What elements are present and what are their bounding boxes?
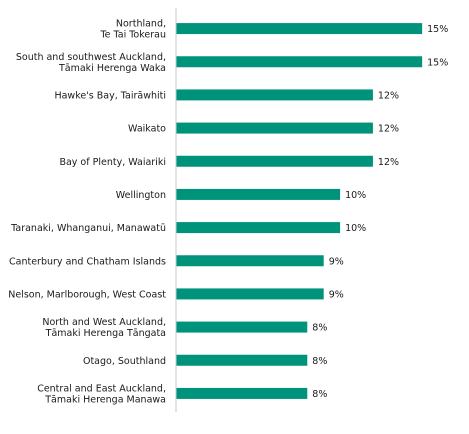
- category-label: Hawke's Bay, Tairāwhiti: [54, 90, 166, 101]
- category-label: Canterbury and Chatham Islands: [9, 256, 166, 267]
- category-label: Wellington: [116, 190, 166, 201]
- data-label: 15%: [427, 57, 448, 68]
- data-label: 8%: [312, 389, 327, 400]
- category-label: Waikato: [128, 124, 166, 135]
- category-label: Central and East Auckland,: [37, 383, 166, 394]
- bar: [176, 23, 423, 35]
- category-label: Northland,: [116, 19, 166, 30]
- data-label: 10%: [345, 190, 366, 201]
- bar: [176, 354, 308, 366]
- data-label: 12%: [378, 90, 399, 101]
- bar: [176, 89, 373, 101]
- bar: [176, 188, 341, 200]
- category-label: Te Tai Tokerau: [99, 30, 166, 41]
- bar: [176, 222, 341, 234]
- bar: [176, 387, 308, 399]
- category-label: Bay of Plenty, Waiariki: [59, 157, 166, 168]
- bar: [176, 56, 423, 68]
- bar: [176, 255, 324, 267]
- category-label: South and southwest Auckland,: [16, 52, 166, 63]
- data-label: 15%: [427, 24, 448, 35]
- data-label: 10%: [345, 223, 366, 234]
- data-label: 12%: [378, 157, 399, 168]
- category-label: Nelson, Marlborough, West Coast: [8, 289, 166, 300]
- bar: [176, 122, 373, 134]
- category-labels-group: Northland,Te Tai Tokerau South and southw…: [8, 19, 166, 406]
- data-label: 12%: [378, 124, 399, 135]
- category-label: North and West Auckland,: [42, 317, 166, 328]
- data-label: 9%: [329, 289, 344, 300]
- bars-group: [176, 23, 423, 399]
- bar: [176, 321, 308, 333]
- category-label: Tāmaki Herenga Tāngata: [45, 328, 166, 339]
- category-label: Tāmaki Herenga Manawa: [44, 394, 166, 405]
- data-label: 8%: [312, 356, 327, 367]
- data-label: 9%: [329, 256, 344, 267]
- category-label: Otago, Southland: [83, 356, 166, 367]
- bar: [176, 155, 373, 167]
- category-label: Taranaki, Whanganui, Manawatū: [10, 223, 166, 234]
- value-labels-group: 15% 15% 12% 12% 12% 10% 10% 9% 9% 8% 8% 8%: [312, 24, 448, 400]
- bar: [176, 288, 324, 300]
- data-label: 8%: [312, 323, 327, 334]
- category-label: Tāmaki Herenga Waka: [58, 63, 166, 74]
